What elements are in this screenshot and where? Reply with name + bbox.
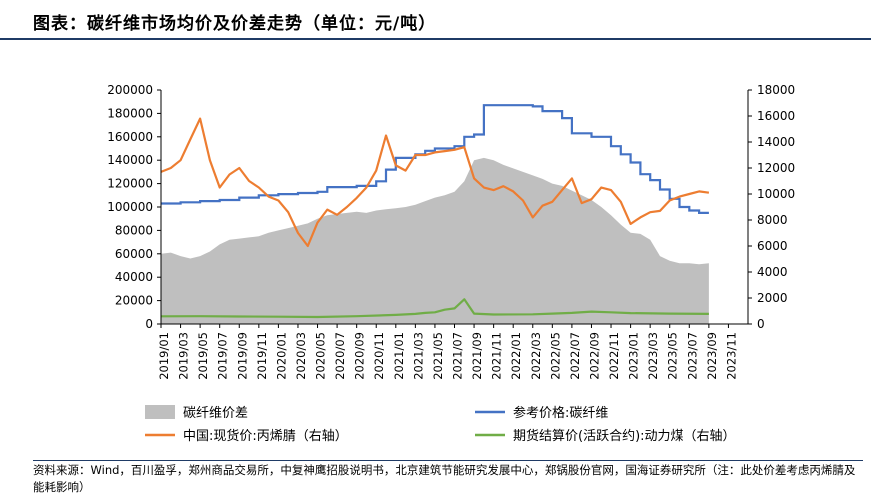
x-tick-label: 2020/07	[333, 332, 347, 380]
legend-label: 中国:现货价:丙烯腈（右轴）	[183, 428, 348, 444]
x-tick-label: 2023/01	[627, 332, 641, 380]
right-tick-label: 14000	[757, 135, 795, 149]
series-acrylonitrile-line	[160, 117, 710, 248]
x-tick-label: 2021/03	[411, 332, 425, 380]
left-tick-label: 40000	[115, 270, 153, 284]
x-tick-label: 2023/11	[724, 332, 738, 380]
x-tick-label: 2021/11	[490, 332, 504, 380]
left-tick-label: 200000	[107, 83, 153, 97]
x-tick-label: 2019/07	[216, 332, 230, 380]
left-tick-label: 180000	[107, 106, 153, 120]
x-tick-label: 2023/03	[646, 332, 660, 380]
x-tick-label: 2020/11	[372, 332, 386, 380]
x-tick-label: 2022/11	[607, 332, 621, 380]
series-reference-price-line	[161, 104, 709, 214]
left-tick-label: 160000	[107, 130, 153, 144]
chart-title: 图表：碳纤维市场均价及价差走势（单位：元/吨）	[33, 14, 437, 34]
series-spread-area	[161, 157, 709, 324]
right-tick-label: 12000	[757, 161, 795, 175]
left-tick-label: 120000	[107, 177, 153, 191]
x-tick-label: 2021/01	[392, 332, 406, 380]
legend-label: 期货结算价(活跃合约):动力煤（右轴）	[513, 428, 736, 444]
left-tick-label: 140000	[107, 153, 153, 167]
right-tick-label: 18000	[757, 83, 795, 97]
right-tick-label: 10000	[757, 187, 795, 201]
right-tick-label: 8000	[757, 213, 788, 227]
legend-swatch-area	[145, 405, 175, 419]
right-tick-label: 0	[757, 317, 765, 331]
x-tick-label: 2019/03	[177, 332, 191, 380]
right-tick-label: 6000	[757, 239, 788, 253]
right-tick-label: 16000	[757, 109, 795, 123]
x-tick-label: 2022/05	[548, 332, 562, 380]
x-tick-label: 2022/01	[509, 332, 523, 380]
x-tick-label: 2020/09	[353, 332, 367, 380]
x-tick-label: 2022/07	[568, 332, 582, 380]
series-coal-line	[160, 298, 709, 319]
x-tick-label: 2019/11	[255, 332, 269, 380]
x-tick-label: 2023/09	[705, 332, 719, 380]
right-tick-label: 2000	[757, 291, 788, 305]
left-tick-label: 80000	[115, 223, 153, 237]
x-tick-label: 2023/07	[685, 332, 699, 380]
x-tick-label: 2021/09	[470, 332, 484, 380]
x-tick-label: 2022/09	[587, 332, 601, 380]
x-tick-label: 2020/05	[314, 332, 328, 380]
left-tick-label: 60000	[115, 247, 153, 261]
title-bar: 图表：碳纤维市场均价及价差走势（单位：元/吨）	[0, 0, 871, 40]
legend-label: 碳纤维价差	[183, 406, 248, 421]
source-note: 资料来源：Wind，百川盈孚，郑州商品交易所，中复神鹰招股说明书，北京建筑节能研…	[33, 460, 863, 496]
x-tick-label: 2021/05	[431, 332, 445, 380]
legend-label: 参考价格:碳纤维	[513, 405, 608, 421]
x-tick-label: 2019/05	[196, 332, 210, 380]
x-tick-label: 2022/03	[529, 332, 543, 380]
x-tick-label: 2023/05	[666, 332, 680, 380]
x-tick-label: 2019/09	[235, 332, 249, 380]
x-tick-label: 2020/01	[274, 332, 288, 380]
left-tick-label: 0	[145, 317, 153, 331]
x-tick-label: 2019/01	[157, 332, 171, 380]
left-tick-label: 100000	[107, 200, 153, 214]
plot-area	[160, 104, 710, 324]
x-tick-label: 2020/03	[294, 332, 308, 380]
axes: 0200004000060000800001000001200001400001…	[107, 83, 795, 380]
left-tick-label: 20000	[115, 294, 153, 308]
chart: 0200004000060000800001000001200001400001…	[107, 83, 795, 444]
right-tick-label: 4000	[757, 265, 788, 279]
x-tick-label: 2021/07	[451, 332, 465, 380]
